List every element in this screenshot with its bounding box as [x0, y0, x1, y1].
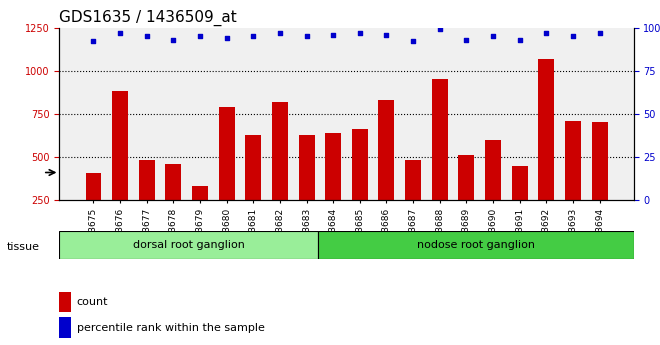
- FancyBboxPatch shape: [59, 231, 318, 259]
- Point: [115, 30, 125, 36]
- Point: [381, 32, 392, 37]
- Point: [354, 30, 365, 36]
- Bar: [59, 292, 71, 312]
- Point: [514, 37, 525, 42]
- Point: [328, 32, 339, 37]
- Bar: [166, 164, 182, 243]
- Text: nodose root ganglion: nodose root ganglion: [416, 240, 535, 250]
- Bar: [352, 129, 368, 243]
- Bar: [246, 135, 261, 243]
- Bar: [298, 135, 315, 243]
- Bar: [86, 172, 102, 243]
- Text: GDS1635 / 1436509_at: GDS1635 / 1436509_at: [59, 10, 237, 26]
- Bar: [192, 186, 208, 243]
- Point: [541, 30, 552, 36]
- Bar: [458, 155, 475, 243]
- Point: [301, 33, 312, 39]
- Text: percentile rank within the sample: percentile rank within the sample: [77, 323, 265, 333]
- Bar: [512, 166, 527, 243]
- FancyBboxPatch shape: [318, 231, 634, 259]
- Bar: [591, 122, 607, 243]
- Point: [488, 33, 498, 39]
- Point: [168, 37, 179, 42]
- Bar: [378, 100, 395, 243]
- Text: dorsal root ganglion: dorsal root ganglion: [133, 240, 245, 250]
- Bar: [405, 160, 421, 243]
- Point: [275, 30, 285, 36]
- Bar: [272, 102, 288, 243]
- Bar: [539, 59, 554, 243]
- Point: [461, 37, 472, 42]
- Point: [568, 33, 578, 39]
- Bar: [565, 121, 581, 243]
- Bar: [485, 140, 501, 243]
- Point: [221, 35, 232, 41]
- Point: [248, 33, 259, 39]
- Bar: [432, 79, 447, 243]
- Bar: [218, 107, 235, 243]
- Point: [88, 39, 99, 44]
- Text: tissue: tissue: [7, 242, 40, 252]
- Bar: [59, 317, 71, 338]
- Bar: [112, 91, 128, 243]
- Bar: [325, 133, 341, 243]
- Text: count: count: [77, 297, 108, 307]
- Point: [195, 33, 205, 39]
- Point: [434, 27, 445, 32]
- Point: [594, 30, 605, 36]
- Point: [141, 33, 152, 39]
- Bar: [139, 160, 154, 243]
- Point: [408, 39, 418, 44]
